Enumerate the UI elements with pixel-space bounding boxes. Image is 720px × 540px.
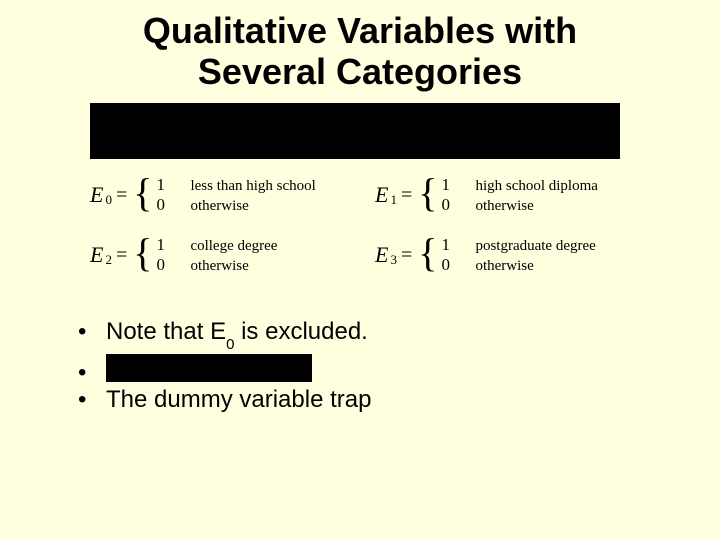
case-label: college degree: [190, 236, 277, 256]
bullet-text-1: Note that E0 is excluded.: [106, 318, 368, 349]
equals-sign: =: [401, 244, 412, 267]
case-1: 1 high school diploma: [441, 175, 598, 195]
case-label: otherwise: [475, 256, 533, 276]
bullet-list: • Note that E0 is excluded. • • The dumm…: [78, 318, 371, 420]
formula-E2: E2 = { 1 college degree 0 otherwise: [90, 235, 375, 275]
formula-var: E: [90, 182, 103, 208]
case-num: 0: [156, 195, 172, 215]
bullet-1-post: is excluded.: [234, 318, 367, 345]
redaction-block-bullet-2: [106, 354, 312, 382]
formula-row-2: E2 = { 1college degree 0otherwise E3 = {…: [90, 230, 660, 280]
left-brace-icon: {: [133, 233, 152, 273]
formula-sub: 3: [390, 252, 397, 268]
formula-sub: 0: [105, 192, 112, 208]
cases: 1 less than high school 0 otherwise: [156, 175, 315, 215]
case-0: 0 otherwise: [156, 255, 277, 275]
formula-sub: 1: [390, 192, 397, 208]
case-1: 1 college degree: [156, 235, 277, 255]
left-brace-icon: {: [418, 233, 437, 273]
case-num: 0: [156, 255, 172, 275]
formula-E3: E3 = { 1 postgraduate degree 0 otherwise: [375, 235, 660, 275]
case-num: 1: [441, 235, 457, 255]
bullet-item-1: • Note that E0 is excluded.: [78, 318, 371, 352]
case-num: 1: [441, 175, 457, 195]
left-brace-icon: {: [418, 173, 437, 213]
cases: 1 postgraduate degree 0 otherwise: [441, 235, 595, 275]
case-num: 1: [156, 175, 172, 195]
bullet-dot-icon: •: [78, 318, 106, 346]
title-line-1: Qualitative Variables with: [143, 10, 577, 51]
redaction-block-top: [90, 103, 620, 159]
case-num: 0: [441, 255, 457, 275]
formula-sub: 2: [105, 252, 112, 268]
case-label: otherwise: [475, 196, 533, 216]
case-1: 1 postgraduate degree: [441, 235, 595, 255]
case-label: otherwise: [190, 196, 248, 216]
bullet-1-sub: 0: [226, 336, 234, 353]
page-title: Qualitative Variables with Several Categ…: [0, 10, 720, 93]
case-label: otherwise: [190, 256, 248, 276]
case-num: 0: [441, 195, 457, 215]
case-0: 0 otherwise: [441, 255, 595, 275]
formula-row-1: E0 = { 1less than high school 0otherwise…: [90, 170, 660, 220]
case-label: high school diploma: [475, 176, 598, 196]
equals-sign: =: [116, 184, 127, 207]
equals-sign: =: [116, 244, 127, 267]
formula-definitions: E0 = { 1less than high school 0otherwise…: [90, 170, 660, 290]
formula-E1: E1 = { 1high school diploma 0otherwise: [375, 175, 660, 215]
left-brace-icon: {: [133, 173, 152, 213]
bullet-1-pre: Note that E: [106, 318, 226, 345]
bullet-text-3: The dummy variable trap: [106, 386, 371, 414]
case-label: postgraduate degree: [475, 236, 595, 256]
case-0: 0 otherwise: [156, 195, 315, 215]
cases: 1 high school diploma 0 otherwise: [441, 175, 598, 215]
bullet-dot-icon: •: [78, 386, 106, 414]
case-num: 1: [156, 235, 172, 255]
formula-E0: E0 = { 1less than high school 0otherwise: [90, 175, 375, 215]
case-1: 1 less than high school: [156, 175, 315, 195]
case-0: 0 otherwise: [441, 195, 598, 215]
equals-sign: =: [401, 184, 412, 207]
cases: 1 college degree 0 otherwise: [156, 235, 277, 275]
bullet-dot-icon: •: [78, 359, 106, 387]
bullet-item-2: •: [78, 352, 371, 386]
title-line-2: Several Categories: [198, 51, 522, 92]
formula-var: E: [375, 242, 388, 268]
formula-var: E: [375, 182, 388, 208]
bullet-item-3: • The dummy variable trap: [78, 386, 371, 420]
formula-var: E: [90, 242, 103, 268]
case-label: less than high school: [190, 176, 315, 196]
